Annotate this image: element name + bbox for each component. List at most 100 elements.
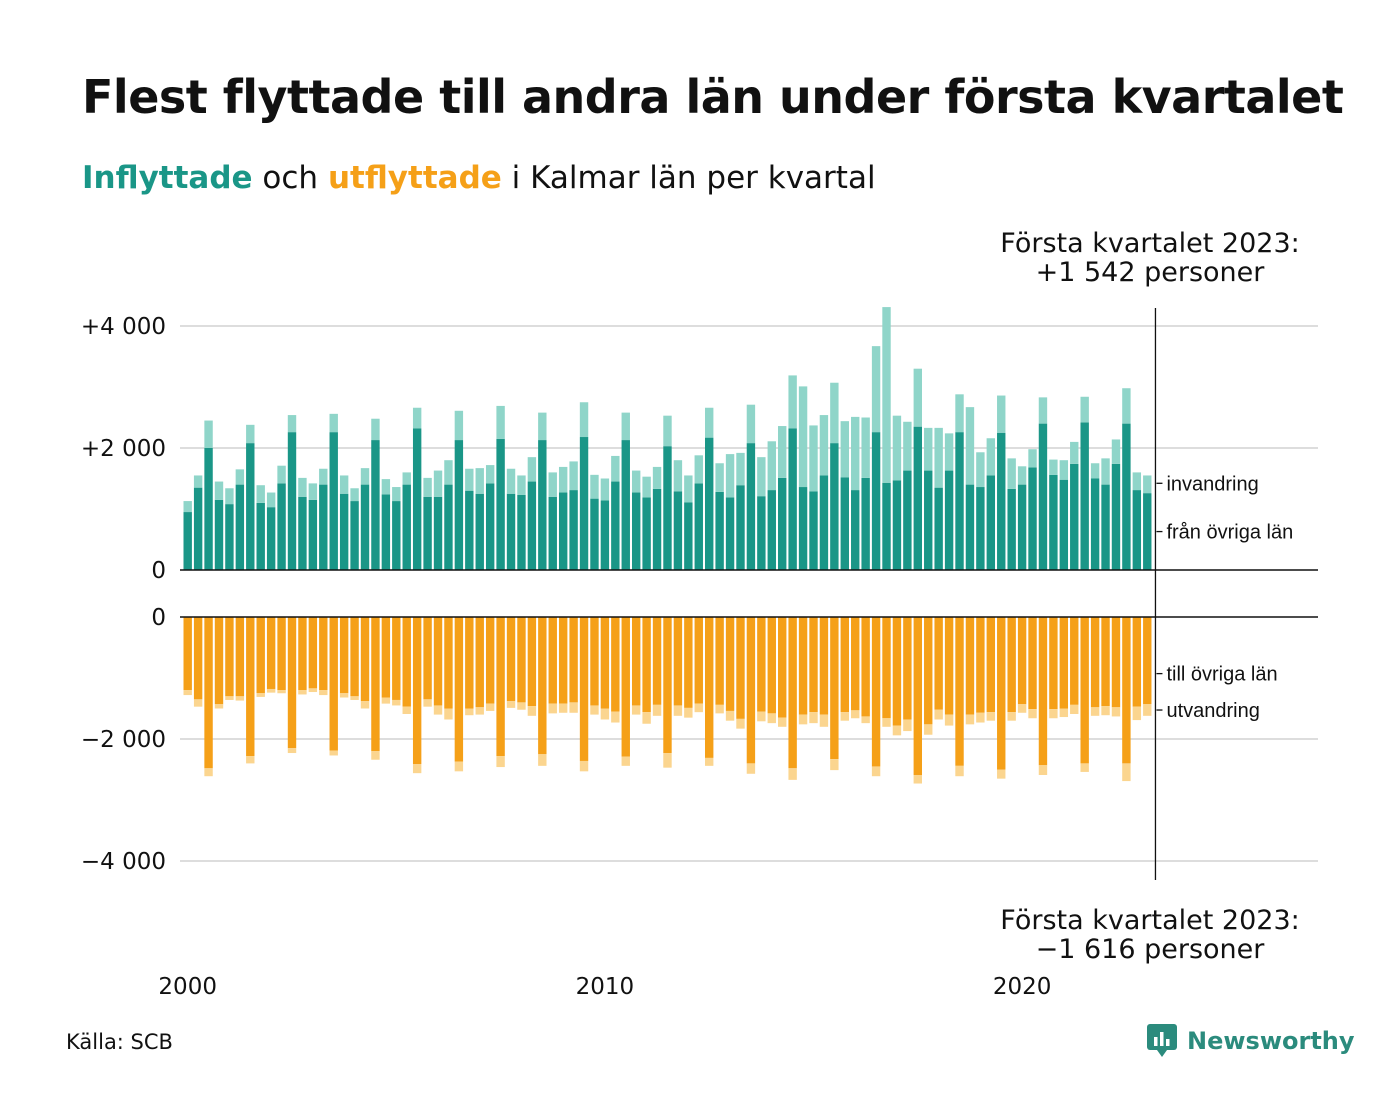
y-tick-label-top: +2 000 (81, 436, 166, 462)
bar-utvandring (548, 703, 557, 714)
bar-invandring (444, 460, 453, 485)
bar-invandring (1028, 449, 1037, 468)
bar-in-ovriga-lan (266, 507, 276, 570)
bar-utvandring (412, 764, 422, 774)
bar-invandring (851, 416, 860, 491)
bar-till-ovriga-lan (392, 617, 401, 700)
bar-utvandring (287, 748, 297, 754)
bar-in-ovriga-lan (579, 437, 589, 570)
bar-in-ovriga-lan (339, 493, 349, 570)
bar-in-ovriga-lan (1038, 423, 1048, 570)
bar-in-ovriga-lan (465, 490, 474, 570)
bar-utvandring (204, 768, 213, 777)
bar-utvandring (882, 718, 891, 727)
bar-till-ovriga-lan (1111, 617, 1121, 708)
bar-utvandring (183, 690, 192, 696)
bar-utvandring (851, 710, 860, 719)
bar-till-ovriga-lan (694, 617, 703, 704)
bar-invandring (976, 452, 985, 488)
bar-invandring (600, 478, 610, 501)
bar-invandring (611, 455, 620, 482)
bar-utvandring (1111, 707, 1121, 717)
bar-invandring (538, 412, 547, 441)
bar-utvandring (798, 714, 808, 725)
bar-invandring (934, 427, 943, 488)
bar-utvandring (319, 690, 328, 696)
bar-in-ovriga-lan (1007, 488, 1016, 570)
bar-utvandring (1090, 707, 1100, 716)
bar-till-ovriga-lan (965, 617, 975, 715)
bar-till-ovriga-lan (350, 617, 359, 697)
bar-till-ovriga-lan (882, 617, 891, 719)
bar-till-ovriga-lan (1059, 617, 1069, 709)
bar-invandring (965, 407, 975, 485)
bar-utvandring (246, 756, 255, 764)
bar-till-ovriga-lan (454, 617, 464, 762)
bar-in-ovriga-lan (558, 492, 568, 570)
bar-utvandring (193, 699, 203, 707)
bar-in-ovriga-lan (235, 484, 245, 570)
bar-invandring (517, 475, 526, 495)
bar-till-ovriga-lan (840, 617, 849, 713)
bar-till-ovriga-lan (1122, 617, 1131, 764)
bar-in-ovriga-lan (1028, 467, 1037, 570)
bar-utvandring (840, 712, 849, 721)
annotation-top-value: +1 542 personer (1036, 257, 1266, 288)
bar-invandring (193, 475, 203, 488)
bar-invandring (485, 465, 495, 484)
bar-utvandring (705, 757, 714, 766)
bar-in-ovriga-lan (1132, 490, 1142, 570)
bar-till-ovriga-lan (225, 617, 234, 697)
bar-invandring (204, 420, 213, 448)
bar-invandring (778, 426, 787, 478)
bar-invandring (381, 479, 391, 495)
bar-in-ovriga-lan (611, 481, 620, 570)
bar-in-ovriga-lan (997, 432, 1006, 570)
bar-utvandring (371, 751, 380, 760)
bar-in-ovriga-lan (705, 437, 714, 570)
bar-in-ovriga-lan (308, 499, 318, 570)
bar-till-ovriga-lan (913, 617, 922, 775)
y-tick-label-bottom: −2 000 (81, 727, 166, 753)
bar-utvandring (944, 714, 954, 726)
bar-utvandring (924, 724, 933, 735)
bar-till-ovriga-lan (496, 617, 505, 757)
bar-till-ovriga-lan (611, 617, 620, 712)
bar-in-ovriga-lan (193, 487, 203, 570)
bar-in-ovriga-lan (788, 428, 797, 570)
bar-utvandring (1101, 706, 1110, 716)
bar-till-ovriga-lan (725, 617, 735, 711)
bar-till-ovriga-lan (360, 617, 370, 702)
bar-till-ovriga-lan (444, 617, 453, 709)
bar-invandring (339, 475, 349, 494)
x-tick-label: 2000 (158, 974, 217, 1000)
bar-till-ovriga-lan (329, 617, 338, 751)
y-tick-label-top: 0 (151, 558, 166, 584)
bar-invandring (788, 375, 797, 429)
bar-invandring (412, 407, 422, 429)
bar-in-ovriga-lan (757, 496, 766, 570)
bar-utvandring (1059, 708, 1069, 718)
bar-invandring (319, 468, 328, 485)
bar-in-ovriga-lan (861, 477, 870, 570)
bar-till-ovriga-lan (746, 617, 756, 764)
bar-invandring (882, 307, 891, 483)
bar-utvandring (298, 690, 307, 695)
bar-till-ovriga-lan (371, 617, 380, 752)
bar-in-ovriga-lan (965, 484, 975, 570)
bar-till-ovriga-lan (934, 617, 943, 710)
bar-invandring (454, 410, 464, 441)
bar-till-ovriga-lan (235, 617, 245, 697)
bar-in-ovriga-lan (1143, 493, 1152, 570)
bar-till-ovriga-lan (1132, 617, 1142, 707)
bar-in-ovriga-lan (517, 494, 526, 570)
bar-till-ovriga-lan (809, 617, 818, 713)
bar-in-ovriga-lan (715, 491, 724, 570)
bar-invandring (1017, 466, 1027, 485)
bar-utvandring (809, 712, 818, 724)
bar-in-ovriga-lan (746, 443, 756, 570)
subtitle-tail: i Kalmar län per kvartal (501, 160, 876, 196)
migration-chart: 0 +2 000 +4 000 0 −2 000 −4 000 invandring från… (81, 228, 1318, 1000)
bar-in-ovriga-lan (652, 488, 662, 570)
bar-invandring (871, 346, 881, 433)
